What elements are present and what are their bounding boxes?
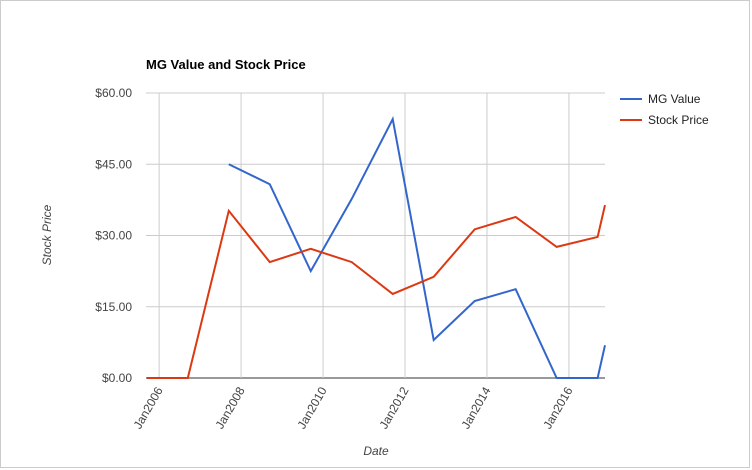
y-axis-title: Stock Price <box>40 204 54 265</box>
chart-title: MG Value and Stock Price <box>146 57 306 72</box>
series-line <box>146 204 606 379</box>
x-axis-title: Date <box>363 444 389 458</box>
series-line <box>228 116 606 379</box>
y-tick-label: $45.00 <box>95 157 132 171</box>
y-tick-label: $0.00 <box>102 371 132 385</box>
legend-label: MG Value <box>648 92 701 106</box>
y-tick-label: $30.00 <box>95 229 132 243</box>
legend-label: Stock Price <box>648 113 709 127</box>
y-tick-label: $60.00 <box>95 86 132 100</box>
y-tick-label: $15.00 <box>95 300 132 314</box>
